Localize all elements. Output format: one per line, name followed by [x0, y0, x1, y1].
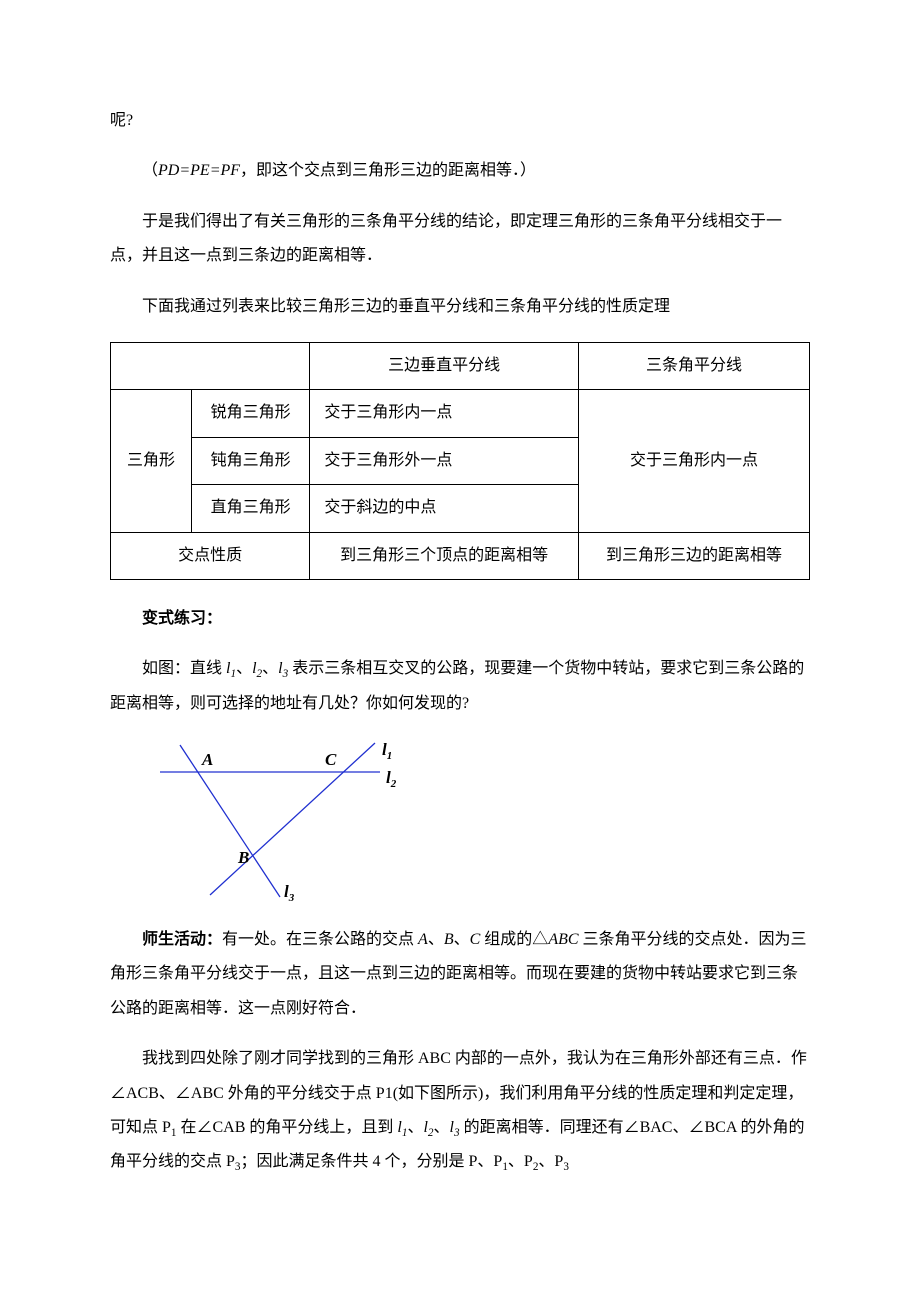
table-cell-perp: 交于三角形外一点 [310, 437, 579, 484]
svg-text:l3: l3 [284, 882, 295, 904]
four-points-paragraph: 我找到四处除了刚才同学找到的三角形 ABC 内部的一点外，我认为在三角形外部还有… [110, 1042, 810, 1180]
table-row: 交点性质 到三角形三个顶点的距离相等 到三角形三边的距离相等 [111, 532, 810, 579]
table-cell-type: 直角三角形 [191, 485, 309, 532]
table-cell-type: 锐角三角形 [191, 390, 309, 437]
text: ，即这个交点到三角形三边的距离相等．） [240, 162, 536, 179]
var-l2: l2 [252, 660, 262, 677]
text: 、 [262, 660, 278, 677]
svg-text:C: C [325, 750, 337, 769]
table-cell-perp: 交于三角形内一点 [310, 390, 579, 437]
table-cell-triangle: 三角形 [111, 390, 192, 532]
table-cell-type: 钝角三角形 [191, 437, 309, 484]
comparison-table: 三边垂直平分线 三条角平分线 三角形 锐角三角形 交于三角形内一点 交于三角形内… [110, 342, 810, 580]
text: 、 [428, 931, 444, 948]
activity-paragraph: 师生活动：有一处。在三条公路的交点 A、B、C 组成的△ABC 三条角平分线的交… [110, 923, 810, 1026]
variant-title: 变式练习： [110, 602, 810, 636]
table-row: 三角形 锐角三角形 交于三角形内一点 交于三角形内一点 [111, 390, 810, 437]
paragraph-fragment: 呢? [110, 104, 810, 138]
diagram-svg: A C Bl1 l2 l3 [150, 737, 410, 907]
table-header-perp: 三边垂直平分线 [310, 342, 579, 389]
table-cell-blank [111, 342, 310, 389]
text: 有一处。在三条公路的交点 [222, 931, 418, 948]
paragraph-theorem: 于是我们得出了有关三角形的三条角平分线的结论，即定理三角形的三条角平分线相交于一… [110, 205, 810, 274]
sub: 3 [563, 1162, 569, 1174]
text: 、P [508, 1153, 533, 1170]
pt-A: A [418, 931, 428, 948]
svg-text:A: A [201, 750, 213, 769]
table-cell-prop-label: 交点性质 [111, 532, 310, 579]
table-header-bisector: 三条角平分线 [578, 342, 809, 389]
lines-diagram: A C Bl1 l2 l3 [150, 737, 810, 907]
var-l2b: l2 [423, 1119, 433, 1136]
text: 、 [236, 660, 252, 677]
var-l3b: l3 [450, 1119, 460, 1136]
table-cell-perp: 交于斜边的中点 [310, 485, 579, 532]
text: 、P [538, 1153, 563, 1170]
tri-ABC: ABC [548, 931, 578, 948]
document-page: 呢? （PD=PE=PF，即这个交点到三角形三边的距离相等．） 于是我们得出了有… [0, 0, 920, 1302]
text: ；因此满足条件共 4 个，分别是 P、P [241, 1153, 503, 1170]
svg-text:l2: l2 [386, 768, 397, 790]
svg-text:l1: l1 [382, 740, 392, 762]
text: 如图：直线 [142, 660, 226, 677]
var-l1b: l1 [397, 1119, 407, 1136]
text: 组成的△ [480, 931, 548, 948]
variant-problem: 如图：直线 l1、l2、l3 表示三条相互交叉的公路，现要建一个货物中转站，要求… [110, 652, 810, 721]
paragraph-table-intro: 下面我通过列表来比较三角形三边的垂直平分线和三条角平分线的性质定理 [110, 290, 810, 324]
table-cell-bisector-merged: 交于三角形内一点 [578, 390, 809, 532]
pt-B: B [444, 931, 454, 948]
var-l3: l3 [278, 660, 288, 677]
table-cell-prop-bisector: 到三角形三边的距离相等 [578, 532, 809, 579]
heading-bold: 变式练习： [142, 610, 222, 627]
text: 、 [434, 1119, 450, 1136]
text: 、 [454, 931, 470, 948]
table-cell-prop-perp: 到三角形三个顶点的距离相等 [310, 532, 579, 579]
text: 在∠CAB 的角平分线上，且到 [177, 1119, 398, 1136]
activity-label: 师生活动： [142, 931, 222, 948]
table-row: 三边垂直平分线 三条角平分线 [111, 342, 810, 389]
text: （ [142, 162, 158, 179]
svg-text:B: B [237, 848, 249, 867]
paragraph-equal-dist: （PD=PE=PF，即这个交点到三角形三边的距离相等．） [110, 154, 810, 188]
text: 、 [407, 1119, 423, 1136]
math-italic: PD=PE=PF [158, 162, 240, 179]
pt-C: C [470, 931, 481, 948]
var-l1: l1 [226, 660, 236, 677]
